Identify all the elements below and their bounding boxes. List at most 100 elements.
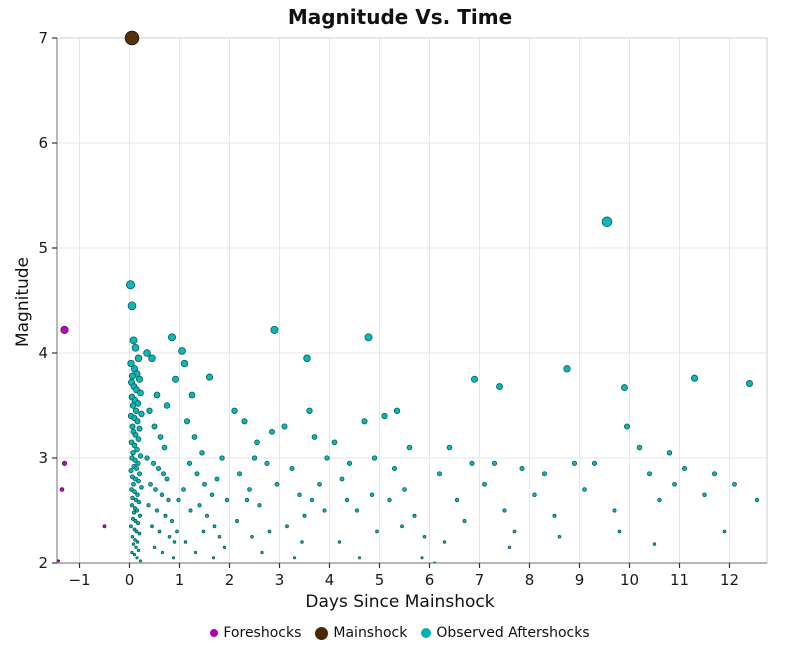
data-point xyxy=(127,359,135,368)
data-point xyxy=(131,516,135,521)
data-point xyxy=(136,478,141,484)
data-point xyxy=(666,450,673,456)
data-point xyxy=(160,550,165,555)
legend: Foreshocks Mainshock Observed Aftershock… xyxy=(0,625,800,641)
y-tick-label: 6 xyxy=(38,134,48,152)
data-point xyxy=(133,538,137,542)
data-point xyxy=(139,485,144,490)
y-tick-label: 2 xyxy=(38,554,48,572)
data-point xyxy=(194,471,200,477)
data-point xyxy=(57,559,61,563)
data-point xyxy=(197,503,202,508)
data-point xyxy=(134,446,140,453)
data-point xyxy=(369,492,375,498)
data-point xyxy=(137,389,144,397)
y-tick-label: 5 xyxy=(38,239,48,257)
data-point xyxy=(746,380,753,387)
data-point xyxy=(422,535,427,539)
data-point xyxy=(391,465,398,472)
data-point xyxy=(146,503,151,508)
data-point xyxy=(311,434,318,440)
data-point xyxy=(285,524,289,529)
data-point xyxy=(178,347,186,355)
data-point xyxy=(167,535,172,539)
data-point xyxy=(657,497,662,503)
data-point xyxy=(138,410,145,418)
data-point xyxy=(235,519,239,523)
data-point xyxy=(154,508,160,513)
data-point xyxy=(102,524,107,529)
data-point xyxy=(136,521,140,526)
x-tick-label: 10 xyxy=(620,571,639,589)
data-point xyxy=(269,428,275,435)
data-point xyxy=(722,529,727,534)
data-point xyxy=(260,550,264,555)
x-axis-label: Days Since Mainshock xyxy=(305,592,495,612)
data-point xyxy=(433,561,436,563)
data-point xyxy=(131,542,136,546)
data-point xyxy=(289,465,295,472)
data-point xyxy=(357,556,362,560)
data-point xyxy=(134,354,143,363)
data-point xyxy=(309,497,315,503)
data-point xyxy=(241,418,248,425)
data-point xyxy=(300,540,304,544)
data-point xyxy=(339,476,345,482)
data-point xyxy=(582,487,587,492)
data-point xyxy=(151,423,158,430)
data-point xyxy=(181,487,186,492)
data-point xyxy=(128,372,137,380)
data-point xyxy=(491,460,498,466)
data-point xyxy=(470,375,479,383)
data-point xyxy=(672,481,677,487)
data-point xyxy=(129,336,138,345)
data-point xyxy=(166,497,171,503)
data-point xyxy=(183,418,191,425)
data-point xyxy=(222,545,227,549)
data-point xyxy=(617,529,622,534)
data-point xyxy=(371,455,378,461)
data-point xyxy=(161,471,166,477)
data-point xyxy=(188,508,193,513)
data-point xyxy=(132,553,137,557)
data-point xyxy=(563,365,571,373)
data-point xyxy=(161,444,168,451)
data-point xyxy=(60,325,69,334)
y-axis-label: Magnitude xyxy=(13,256,33,348)
data-point xyxy=(128,468,134,474)
data-point xyxy=(346,460,353,466)
data-point xyxy=(133,519,138,523)
data-point xyxy=(297,492,302,498)
foreshocks-legend-label: Foreshocks xyxy=(223,625,302,641)
data-point xyxy=(732,481,737,487)
data-point xyxy=(532,492,537,498)
data-point xyxy=(164,476,170,482)
data-point xyxy=(652,542,657,546)
data-point xyxy=(134,529,139,534)
data-point xyxy=(138,559,143,563)
data-point xyxy=(512,529,517,534)
data-point xyxy=(212,524,217,529)
data-point xyxy=(292,556,297,560)
data-point xyxy=(131,510,137,515)
data-point xyxy=(331,439,338,446)
data-point xyxy=(193,550,198,555)
x-tick-label: 2 xyxy=(225,571,235,589)
data-point xyxy=(170,519,174,523)
data-point xyxy=(127,301,137,311)
data-point xyxy=(354,508,360,513)
data-point xyxy=(322,508,327,513)
data-point xyxy=(125,280,136,290)
data-point xyxy=(591,460,598,466)
data-point xyxy=(163,513,168,518)
data-point xyxy=(361,418,368,425)
data-point xyxy=(375,529,379,534)
data-point xyxy=(134,508,140,513)
data-point xyxy=(681,465,688,472)
legend-item-aftershocks: Observed Aftershocks xyxy=(421,625,590,641)
data-point xyxy=(454,497,460,503)
data-point xyxy=(135,436,142,442)
data-point xyxy=(502,508,507,513)
data-point xyxy=(624,423,630,430)
